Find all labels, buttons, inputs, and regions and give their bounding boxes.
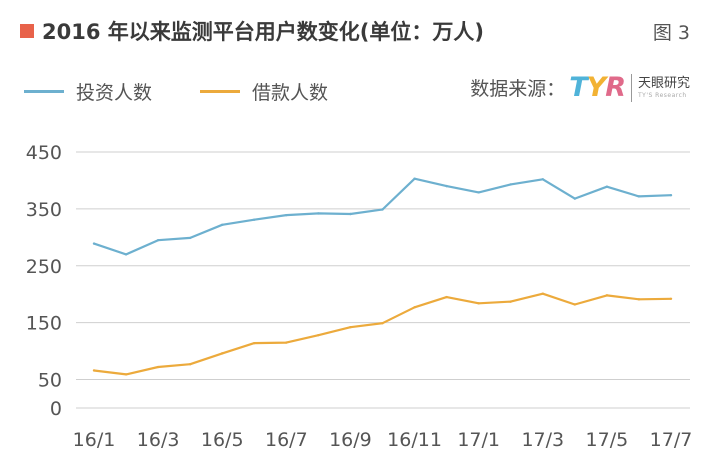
- data-point-invest: [669, 194, 673, 197]
- data-point-borrow: [317, 333, 320, 337]
- data-point-borrow: [445, 295, 448, 299]
- data-point-invest: [124, 253, 128, 256]
- x-tick-label: 16/5: [201, 429, 244, 451]
- data-point-borrow: [413, 306, 416, 309]
- series-line-invest: [93, 177, 672, 256]
- data-point-invest: [637, 195, 641, 198]
- data-point-invest: [285, 213, 288, 217]
- logo-name-en: TY'S Research: [637, 91, 687, 99]
- data-point-invest: [509, 183, 512, 186]
- x-tick-label: 16/1: [73, 429, 116, 451]
- data-point-invest: [541, 178, 544, 181]
- legend-item-invest: 投资人数: [24, 78, 152, 105]
- source: 数据来源： TYR 天眼研究 TY'S Research: [470, 72, 690, 103]
- data-point-borrow: [573, 303, 577, 306]
- x-tick-label: 16/3: [137, 429, 180, 451]
- data-point-invest: [477, 191, 480, 194]
- logo-divider: [630, 73, 632, 102]
- x-tick-label: 16/7: [265, 429, 308, 451]
- data-point-invest: [413, 177, 416, 180]
- x-tick-label: 16/11: [387, 429, 442, 451]
- x-tick-label: 17/5: [586, 429, 629, 451]
- chart-title: 2016 年以来监测平台用户数变化(单位：万人): [42, 20, 484, 44]
- x-tick-label: 17/1: [457, 429, 500, 451]
- data-point-invest: [573, 197, 577, 200]
- y-tick-label: 350: [26, 199, 62, 221]
- x-tick-label: 16/9: [329, 429, 372, 451]
- data-point-borrow: [381, 322, 384, 325]
- y-tick-label: 450: [26, 142, 62, 164]
- y-tick-label: 150: [26, 313, 62, 335]
- logo-text: 天眼研究 TY'S Research: [638, 77, 690, 99]
- data-point-borrow: [124, 373, 128, 376]
- data-point-invest: [188, 236, 192, 240]
- data-point-invest: [445, 184, 448, 188]
- legend-swatch-invest: [24, 90, 64, 93]
- figure-label: 图 3: [652, 22, 690, 44]
- legend-label-borrow: 借款人数: [252, 82, 329, 104]
- x-tick-label: 17/3: [521, 429, 564, 451]
- logo-name-cn: 天眼研究: [637, 75, 690, 91]
- data-point-invest: [253, 218, 256, 221]
- data-point-invest: [221, 223, 224, 227]
- data-point-borrow: [477, 302, 480, 305]
- y-tick-label: 50: [38, 370, 62, 392]
- data-point-invest: [317, 212, 320, 215]
- data-point-borrow: [541, 292, 544, 295]
- legend: 投资人数 借款人数: [24, 78, 376, 105]
- data-point-borrow: [253, 341, 256, 345]
- data-point-invest: [92, 242, 96, 245]
- data-point-borrow: [669, 297, 673, 300]
- legend-swatch-borrow: [200, 90, 241, 93]
- tyr-logo-mark: TYR: [569, 72, 626, 103]
- data-point-invest: [381, 208, 384, 211]
- y-tick-label: 250: [26, 256, 62, 278]
- chart-title-row: 2016 年以来监测平台用户数变化(单位：万人): [20, 16, 484, 46]
- data-point-borrow: [221, 352, 224, 355]
- data-point-borrow: [349, 326, 352, 329]
- x-tick-label: 17/7: [650, 429, 693, 451]
- legend-item-borrow: 借款人数: [200, 78, 328, 105]
- data-point-borrow: [605, 294, 609, 297]
- legend-label-invest: 投资人数: [76, 82, 153, 104]
- source-label: 数据来源：: [470, 78, 566, 100]
- data-point-invest: [349, 212, 352, 216]
- data-point-borrow: [188, 362, 192, 366]
- title-marker: [20, 24, 34, 38]
- data-point-borrow: [156, 365, 160, 369]
- data-point-borrow: [285, 341, 288, 344]
- data-point-invest: [605, 185, 609, 188]
- series-line-borrow: [93, 292, 672, 376]
- data-point-borrow: [509, 300, 512, 303]
- data-point-borrow: [637, 298, 641, 301]
- y-tick-label: 0: [50, 398, 62, 420]
- data-point-invest: [156, 238, 160, 242]
- data-point-borrow: [92, 369, 96, 372]
